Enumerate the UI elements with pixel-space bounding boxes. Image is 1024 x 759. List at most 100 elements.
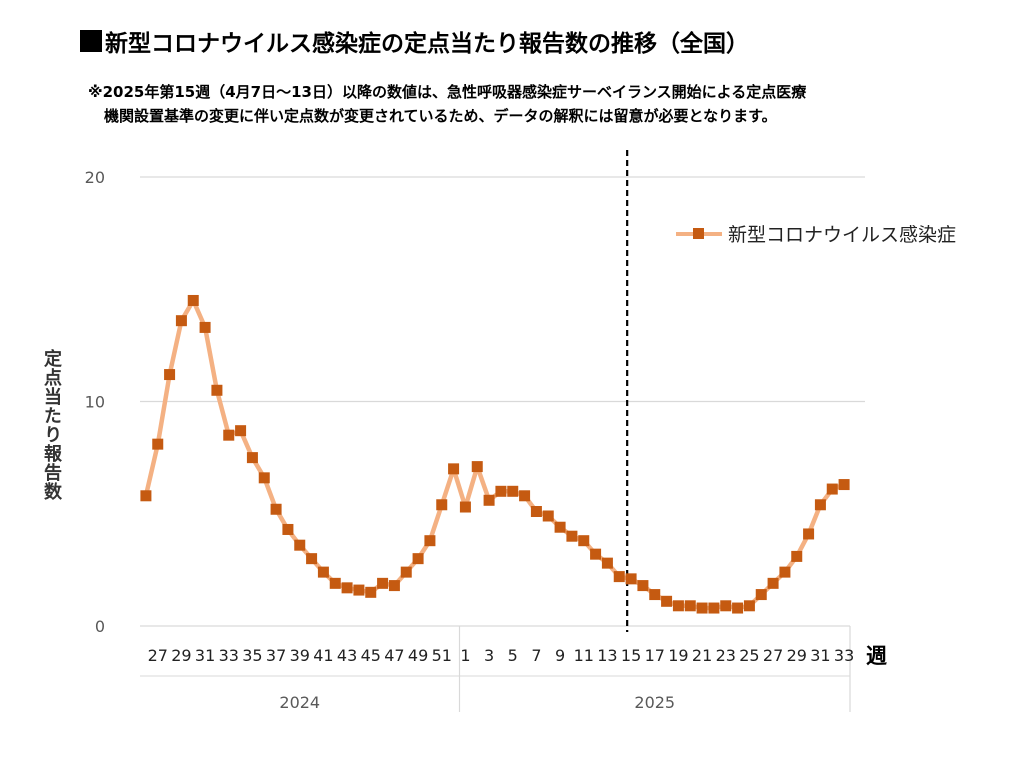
data-point bbox=[377, 577, 389, 589]
x-tick-label: 43 bbox=[337, 646, 357, 665]
data-point bbox=[590, 548, 602, 560]
data-point bbox=[696, 602, 708, 614]
data-point bbox=[341, 582, 353, 594]
year-label: 2024 bbox=[279, 693, 320, 712]
data-point bbox=[542, 510, 554, 522]
data-point bbox=[507, 485, 519, 497]
data-point bbox=[826, 483, 838, 495]
note-line-1: ※2025年第15週（4月7日～13日）以降の数値は、急性呼吸器感染症サーベイラ… bbox=[88, 83, 807, 101]
data-point bbox=[708, 602, 720, 614]
data-point bbox=[471, 461, 483, 473]
x-tick-label: 41 bbox=[313, 646, 333, 665]
data-point bbox=[495, 485, 507, 497]
data-point bbox=[530, 506, 542, 518]
data-point bbox=[424, 535, 436, 547]
data-point bbox=[448, 463, 460, 475]
x-tick-label: 33 bbox=[219, 646, 239, 665]
y-axis-label-container: 定点当たり報告数 bbox=[36, 330, 66, 520]
x-tick-label: 15 bbox=[621, 646, 641, 665]
x-axis-unit-label: 週 bbox=[866, 644, 887, 668]
x-tick-label: 27 bbox=[763, 646, 783, 665]
data-point bbox=[365, 586, 377, 598]
x-tick-label: 49 bbox=[408, 646, 428, 665]
data-point bbox=[329, 577, 341, 589]
data-point bbox=[400, 566, 412, 578]
data-point bbox=[578, 535, 590, 547]
data-point bbox=[317, 566, 329, 578]
data-point bbox=[412, 553, 424, 565]
data-point bbox=[661, 595, 673, 607]
data-point bbox=[601, 557, 613, 569]
data-point bbox=[803, 528, 815, 540]
data-point bbox=[306, 553, 318, 565]
y-tick-label: 0 bbox=[95, 617, 105, 636]
data-point bbox=[814, 499, 826, 511]
data-point bbox=[767, 577, 779, 589]
data-point bbox=[684, 600, 696, 612]
x-tick-label: 37 bbox=[266, 646, 286, 665]
x-tick-label: 1 bbox=[460, 646, 470, 665]
data-point bbox=[436, 499, 448, 511]
data-point bbox=[175, 315, 187, 327]
legend-label: 新型コロナウイルス感染症 bbox=[728, 224, 957, 246]
data-point bbox=[246, 452, 258, 464]
x-tick-label: 11 bbox=[574, 646, 594, 665]
legend: 新型コロナウイルス感染症 bbox=[676, 220, 956, 247]
x-tick-label: 31 bbox=[810, 646, 830, 665]
y-tick-label: 10 bbox=[85, 393, 105, 412]
x-tick-label: 27 bbox=[148, 646, 168, 665]
x-tick-label: 23 bbox=[716, 646, 736, 665]
x-tick-label: 13 bbox=[597, 646, 617, 665]
data-point bbox=[779, 566, 791, 578]
data-point bbox=[838, 479, 850, 491]
data-point bbox=[199, 321, 211, 333]
chart-note: ※2025年第15週（4月7日～13日）以降の数値は、急性呼吸器感染症サーベイラ… bbox=[88, 80, 806, 128]
data-point bbox=[282, 523, 294, 535]
x-tick-label: 39 bbox=[290, 646, 310, 665]
year-label: 2025 bbox=[634, 693, 675, 712]
chart-title-text: 新型コロナウイルス感染症の定点当たり報告数の推移（全国） bbox=[105, 31, 749, 57]
chart-title: 新型コロナウイルス感染症の定点当たり報告数の推移（全国） bbox=[80, 24, 749, 58]
x-tick-label: 47 bbox=[384, 646, 404, 665]
data-point bbox=[270, 503, 282, 515]
data-point bbox=[720, 600, 732, 612]
x-tick-label: 29 bbox=[787, 646, 807, 665]
data-point bbox=[649, 589, 661, 601]
note-line-2: 機関設置基準の変更に伴い定点数が変更されているため、データの解釈には留意が必要と… bbox=[104, 107, 777, 125]
y-tick-label: 20 bbox=[85, 168, 105, 187]
data-point bbox=[353, 584, 365, 596]
data-point bbox=[554, 521, 566, 533]
title-square-icon bbox=[80, 30, 102, 52]
x-tick-label: 35 bbox=[242, 646, 262, 665]
data-point bbox=[732, 602, 744, 614]
data-point bbox=[637, 580, 649, 592]
data-point bbox=[223, 429, 235, 441]
data-point bbox=[613, 571, 625, 583]
data-point bbox=[388, 580, 400, 592]
x-tick-label: 7 bbox=[531, 646, 541, 665]
x-tick-label: 31 bbox=[195, 646, 215, 665]
data-point bbox=[566, 530, 578, 542]
data-point bbox=[755, 589, 767, 601]
data-point bbox=[459, 501, 471, 513]
y-axis-label: 定点当たり報告数 bbox=[41, 349, 62, 501]
data-point bbox=[140, 490, 152, 502]
data-point bbox=[235, 425, 247, 437]
data-point bbox=[211, 384, 223, 396]
data-point bbox=[258, 472, 270, 484]
x-tick-label: 21 bbox=[692, 646, 712, 665]
data-point bbox=[294, 539, 306, 551]
x-tick-label: 25 bbox=[739, 646, 759, 665]
legend-marker-icon bbox=[676, 224, 722, 244]
x-tick-label: 51 bbox=[432, 646, 452, 665]
x-tick-label: 19 bbox=[668, 646, 688, 665]
x-tick-label: 3 bbox=[484, 646, 494, 665]
data-point bbox=[519, 490, 531, 502]
x-tick-label: 17 bbox=[645, 646, 665, 665]
data-point bbox=[625, 573, 637, 585]
x-tick-label: 5 bbox=[508, 646, 518, 665]
data-point bbox=[164, 369, 176, 381]
data-point bbox=[791, 550, 803, 562]
data-point bbox=[483, 494, 495, 506]
